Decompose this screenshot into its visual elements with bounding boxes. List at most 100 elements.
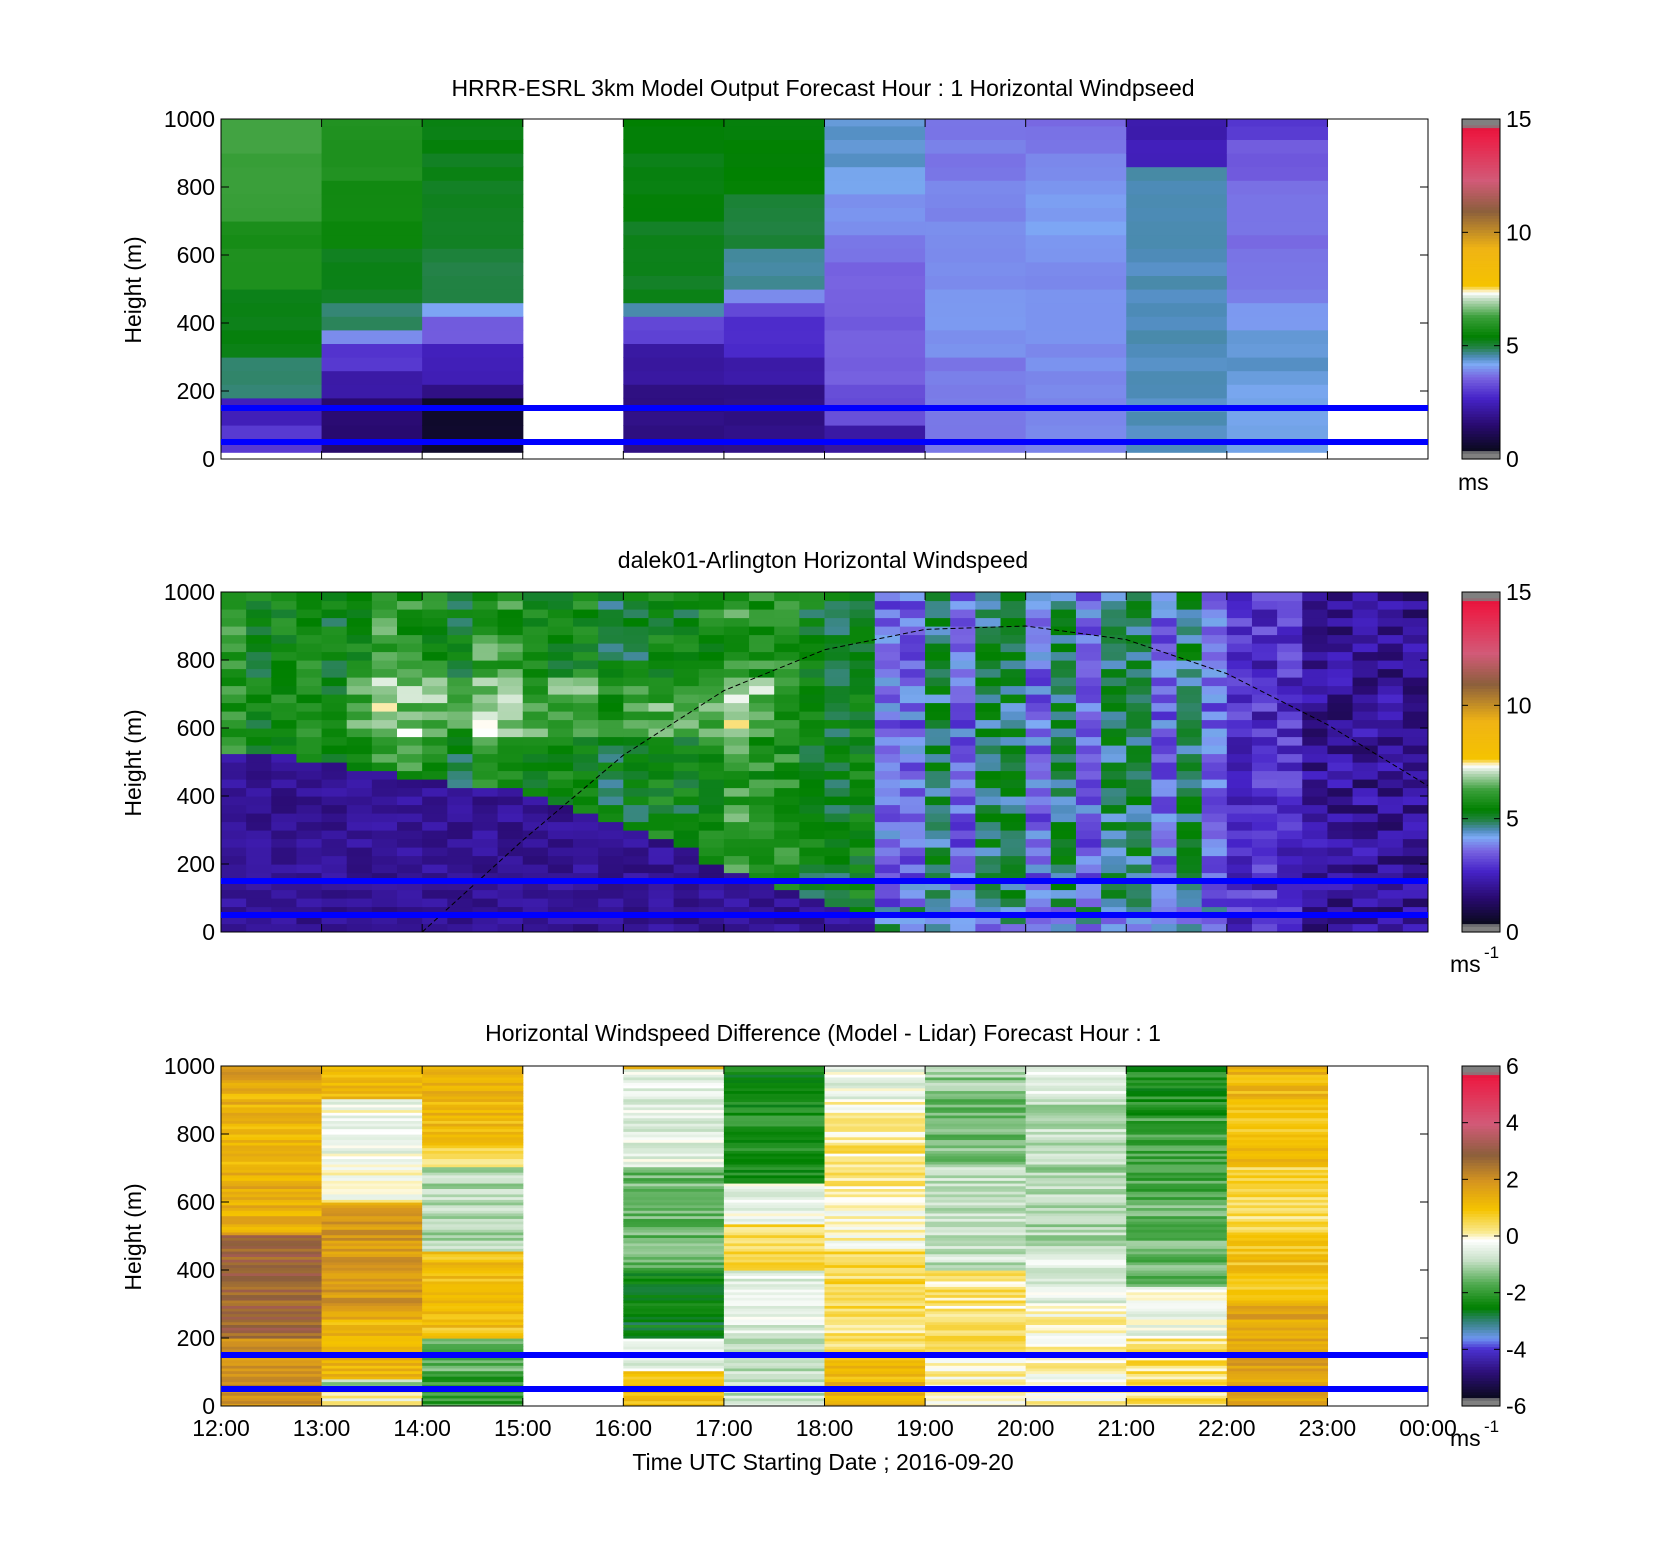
heatmap-cell [723,1215,826,1219]
heatmap-cell [623,1242,725,1247]
heatmap-cell [799,745,826,755]
heatmap-cell [1402,779,1428,789]
heatmap-cell [1126,1267,1228,1271]
colorbar-cell [1462,178,1500,182]
heatmap-cell [321,1259,423,1263]
heatmap-cell [950,600,976,610]
heatmap-cell [824,1142,926,1146]
heatmap-cell [774,906,800,916]
heatmap-cell [1025,1188,1127,1192]
heatmap-cell [824,1329,926,1334]
heatmap-cell [221,1071,323,1075]
heatmap-cell [321,1095,423,1100]
heatmap-cell [824,1212,926,1217]
heatmap-cell [1176,736,1203,746]
heatmap-cell [925,139,1027,154]
heatmap-cell [271,898,298,908]
heatmap-cell [1226,1223,1329,1228]
heatmap-cell [422,889,448,899]
heatmap-cell [1126,1172,1228,1176]
heatmap-cell [371,779,398,789]
heatmap-cell [1277,838,1303,848]
heatmap-cell [1402,847,1428,857]
colorbar-cell [1462,374,1500,378]
heatmap-cell [1025,1068,1127,1073]
heatmap-cell [598,651,624,661]
heatmap-cell [1327,915,1354,925]
heatmap-cell [799,855,826,865]
heatmap-cell [1126,1076,1228,1081]
heatmap-cell [824,1253,926,1257]
heatmap-cell [221,1381,323,1385]
heatmap-cell [1226,898,1253,908]
heatmap-cell [698,796,725,806]
heatmap-cell [573,634,599,644]
heatmap-cell [874,660,901,670]
heatmap-cell [1000,609,1027,619]
heatmap-cell [397,728,423,738]
heatmap-cell [321,762,348,772]
heatmap-cell [1126,153,1228,168]
heatmap-cell [723,1327,826,1331]
heatmap-cell [221,1174,323,1179]
heatmap-cell [1352,711,1379,721]
heatmap-cell [623,1381,725,1385]
y-tick-label: 200 [177,1325,215,1351]
heatmap-cell [623,1275,725,1279]
heatmap-cell [925,1144,1027,1149]
heatmap-cell [1025,370,1127,385]
heatmap-cell [221,1264,323,1268]
heatmap-cell [1226,651,1253,661]
heatmap-cell [1000,677,1027,687]
heatmap-cell [623,1256,725,1260]
heatmap-cell [1025,1250,1127,1255]
heatmap-cell [321,864,348,874]
heatmap-cell [698,634,725,644]
heatmap-cell [1101,685,1127,695]
colorbar-cell [1462,821,1500,825]
heatmap-cell [648,728,675,738]
heatmap-cell [1151,906,1178,916]
heatmap-cell [1201,711,1228,721]
heatmap-cell [1201,617,1228,627]
y-tick-label: 0 [202,919,215,945]
colorbar-cell [1462,1088,1500,1093]
colorbar-cell [1462,215,1500,219]
heatmap-cell [824,1106,926,1111]
colorbar-cell [1462,269,1500,273]
heatmap-cell [623,1338,725,1342]
heatmap-cell [296,838,323,848]
heatmap-cell [1025,1074,1127,1078]
heatmap-cell [1402,694,1428,704]
heatmap-cell [824,881,851,891]
heatmap-cell [824,1229,926,1233]
heatmap-cell [422,1074,524,1078]
heatmap-cell [925,821,951,831]
colorbar-cell [1462,1264,1500,1268]
heatmap-cell [1126,1237,1228,1241]
heatmap-cell [522,804,549,814]
heatmap-cell [723,1242,826,1247]
heatmap-cell [623,1248,725,1252]
heatmap-cell [824,634,851,644]
heatmap-cell [774,728,800,738]
colorbar-cell [1462,878,1500,882]
colorbar-cell [1462,1318,1500,1322]
heatmap-cell [673,906,700,916]
colorbar-cell [1462,728,1500,732]
heatmap-cell [824,1289,926,1293]
heatmap-cell [623,1359,725,1364]
heatmap-cell [321,1362,423,1366]
heatmap-cell [648,626,675,636]
heatmap-cell [1126,1142,1228,1146]
heatmap-cell [447,600,474,610]
heatmap-cell [1327,881,1354,891]
colorbar-cell [1462,858,1500,862]
heatmap-cell [422,1182,524,1187]
x-tick-label: 22:00 [1198,1415,1256,1441]
heatmap-cell [271,668,298,678]
heatmap-cell [1251,694,1278,704]
colorbar-cell [1462,235,1500,239]
heatmap-cell [1302,813,1329,823]
heatmap-cell [1377,796,1404,806]
